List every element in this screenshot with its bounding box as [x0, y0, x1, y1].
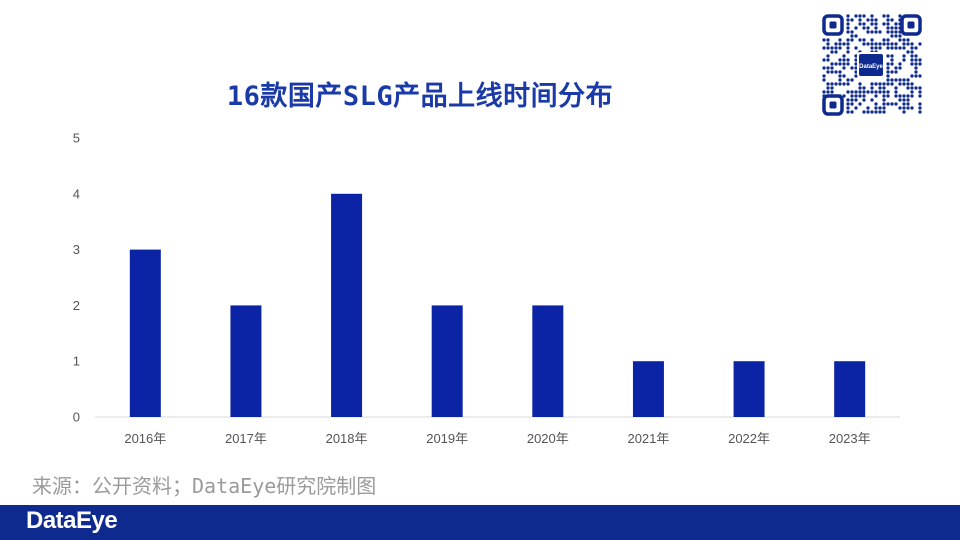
qr-logo-tile: [857, 52, 885, 78]
y-tick-label: 4: [73, 186, 80, 201]
qr-finder-bottom-left: [822, 94, 844, 116]
x-tick-label: 2022年: [728, 431, 770, 446]
bar-2021年: [632, 361, 664, 417]
x-tick-label: 2017年: [225, 431, 267, 446]
bars-group: [129, 193, 866, 417]
qr-finder-top-right: [900, 14, 922, 36]
y-tick-label: 2: [73, 298, 80, 313]
x-axis-ticks: 2016年 2017年 2018年 2019年 2020年 2021年 2022年 2023年: [124, 431, 870, 446]
qr-finder-top-left: [822, 14, 844, 36]
qr-code: DataEye: [822, 14, 922, 116]
bar-2017年: [230, 305, 262, 417]
x-tick-label: 2016年: [124, 431, 166, 446]
y-tick-label: 0: [73, 410, 80, 425]
chart-title: 16款国产SLG产品上线时间分布: [226, 81, 614, 112]
x-tick-label: 2023年: [829, 431, 871, 446]
dataeye-logo: DataEye: [26, 507, 118, 534]
bar-2022年: [733, 361, 765, 417]
y-axis-ticks: 0 1 2 3 4 5: [73, 131, 80, 425]
qr-logo-text: DataEye: [859, 64, 883, 70]
y-tick-label: 5: [73, 131, 80, 146]
bar-2023年: [834, 361, 866, 417]
source-note: 来源：公开资料；DataEye研究院制图: [32, 474, 377, 498]
bar-2019年: [431, 305, 463, 417]
footer-bar: DataEye: [0, 505, 960, 540]
x-tick-label: 2018年: [326, 431, 368, 446]
x-tick-label: 2020年: [527, 431, 569, 446]
y-tick-label: 1: [73, 354, 80, 369]
x-tick-label: 2021年: [627, 431, 669, 446]
qr-pattern: [822, 14, 922, 114]
bar-2018年: [331, 193, 363, 417]
bar-2016年: [129, 249, 161, 417]
bar-2020年: [532, 305, 564, 417]
x-tick-label: 2019年: [426, 431, 468, 446]
y-tick-label: 3: [73, 242, 80, 257]
